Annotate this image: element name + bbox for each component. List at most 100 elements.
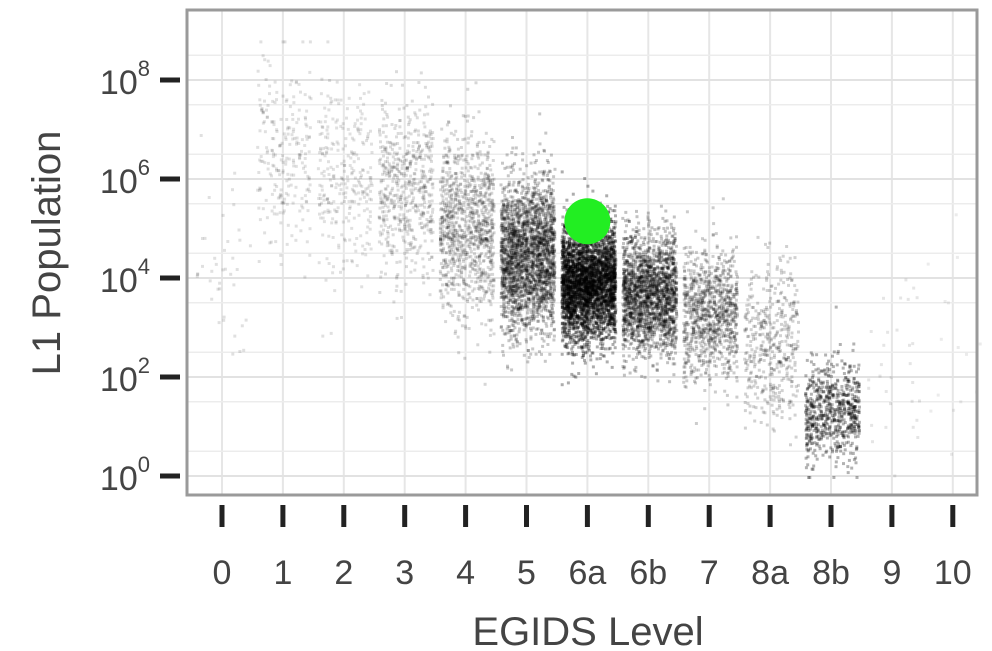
data-point [447, 189, 451, 193]
data-point [506, 296, 510, 300]
data-point [468, 262, 472, 266]
data-point [276, 196, 280, 200]
data-point [455, 172, 459, 176]
data-point [456, 315, 460, 318]
data-point [502, 285, 506, 288]
data-point [502, 271, 506, 275]
data-point [610, 278, 613, 282]
data-point [548, 276, 551, 280]
data-point [476, 230, 480, 234]
data-point [534, 191, 538, 195]
data-point [471, 216, 475, 220]
data-point [453, 171, 457, 175]
data-point [482, 223, 486, 227]
data-point [479, 197, 483, 201]
data-point [508, 265, 512, 269]
data-point [334, 186, 338, 190]
data-point [537, 243, 540, 247]
data-point [510, 305, 514, 308]
data-point [534, 236, 538, 240]
data-point [525, 276, 529, 280]
data-point [540, 328, 544, 332]
data-point [545, 234, 548, 238]
data-point [598, 244, 602, 248]
data-point [399, 131, 403, 135]
data-point [588, 250, 591, 254]
data-point [360, 112, 364, 116]
data-point [520, 261, 524, 264]
data-point [423, 200, 427, 204]
data-point [390, 251, 393, 255]
data-point [355, 153, 359, 157]
data-point [489, 221, 493, 225]
data-point [513, 270, 517, 274]
data-point [485, 237, 489, 241]
data-point [575, 280, 579, 284]
data-point [584, 299, 587, 303]
data-point [515, 265, 519, 268]
data-point [350, 166, 354, 170]
data-point [468, 264, 472, 268]
data-point [569, 245, 573, 249]
data-point [229, 272, 233, 276]
data-point [537, 252, 540, 256]
data-point [528, 207, 532, 211]
data-point [532, 220, 536, 224]
data-point [464, 283, 468, 287]
data-point [464, 324, 467, 328]
data-point [524, 196, 528, 200]
data-point [508, 236, 512, 240]
data-point [581, 354, 585, 358]
data-point [420, 210, 424, 214]
data-point [478, 232, 482, 235]
data-point [503, 245, 507, 249]
data-point [541, 226, 545, 230]
data-point [613, 209, 617, 213]
data-point [505, 256, 509, 260]
data-point [447, 237, 450, 241]
data-point [429, 228, 433, 232]
data-point [505, 331, 509, 335]
data-point [536, 202, 540, 206]
data-point [523, 186, 527, 190]
data-point [409, 241, 413, 245]
data-point [275, 128, 279, 132]
data-point [608, 271, 612, 275]
data-point [539, 276, 543, 280]
data-point [538, 241, 542, 244]
data-point [532, 290, 535, 294]
data-point [400, 193, 404, 197]
data-point [539, 332, 543, 336]
data-point [275, 98, 278, 102]
data-point [390, 228, 394, 231]
data-point [508, 329, 512, 333]
data-point [510, 310, 514, 314]
data-point [533, 244, 537, 248]
data-point [324, 135, 327, 139]
data-point [517, 313, 521, 317]
data-point [506, 229, 510, 232]
data-point [535, 263, 538, 267]
data-point [524, 210, 528, 214]
data-point [569, 288, 572, 291]
data-point [431, 182, 435, 186]
data-point [483, 205, 487, 209]
data-point [511, 273, 515, 277]
data-point [506, 272, 510, 276]
data-point [457, 234, 461, 238]
data-point [512, 271, 515, 275]
data-point [386, 196, 390, 200]
data-point [278, 194, 282, 198]
data-point [438, 218, 442, 222]
data-point [489, 235, 493, 239]
data-point [612, 323, 616, 327]
data-point [447, 219, 451, 223]
data-point [392, 151, 396, 155]
data-point [294, 224, 298, 228]
data-point [458, 293, 461, 297]
data-point [533, 253, 537, 257]
data-point [527, 200, 531, 204]
data-point [492, 203, 496, 206]
data-point [567, 236, 571, 240]
data-point [491, 178, 494, 182]
